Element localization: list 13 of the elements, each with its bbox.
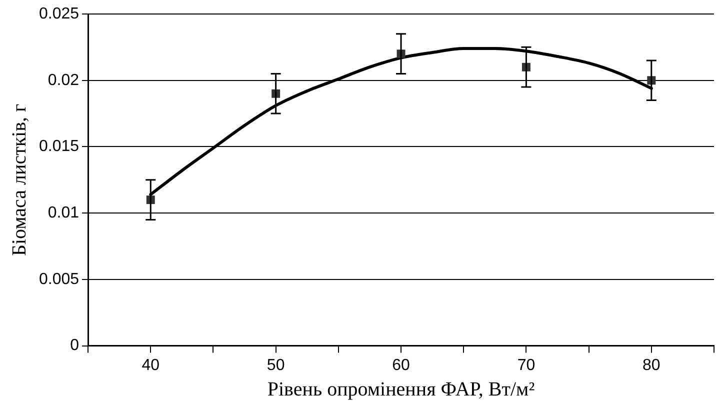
y-tick-label: 0.02 xyxy=(48,72,80,89)
x-tick-label: 70 xyxy=(517,356,536,374)
x-tick-label: 80 xyxy=(642,356,660,374)
x-tick-label: 50 xyxy=(266,356,285,374)
x-tick-label: 40 xyxy=(142,356,160,374)
y-tick-label: 0.01 xyxy=(48,204,80,222)
x-axis-title: Рівень опромінення ФАР, Вт/м² xyxy=(267,378,535,400)
y-tick-label: 0.005 xyxy=(38,270,80,288)
y-tick-label: 0.015 xyxy=(38,138,80,156)
x-tick-label: 60 xyxy=(392,356,410,374)
y-tick-label: 0 xyxy=(70,337,80,354)
y-axis-title: Біомаса листків, г xyxy=(8,104,30,256)
y-tick-label: 0.025 xyxy=(38,5,80,22)
